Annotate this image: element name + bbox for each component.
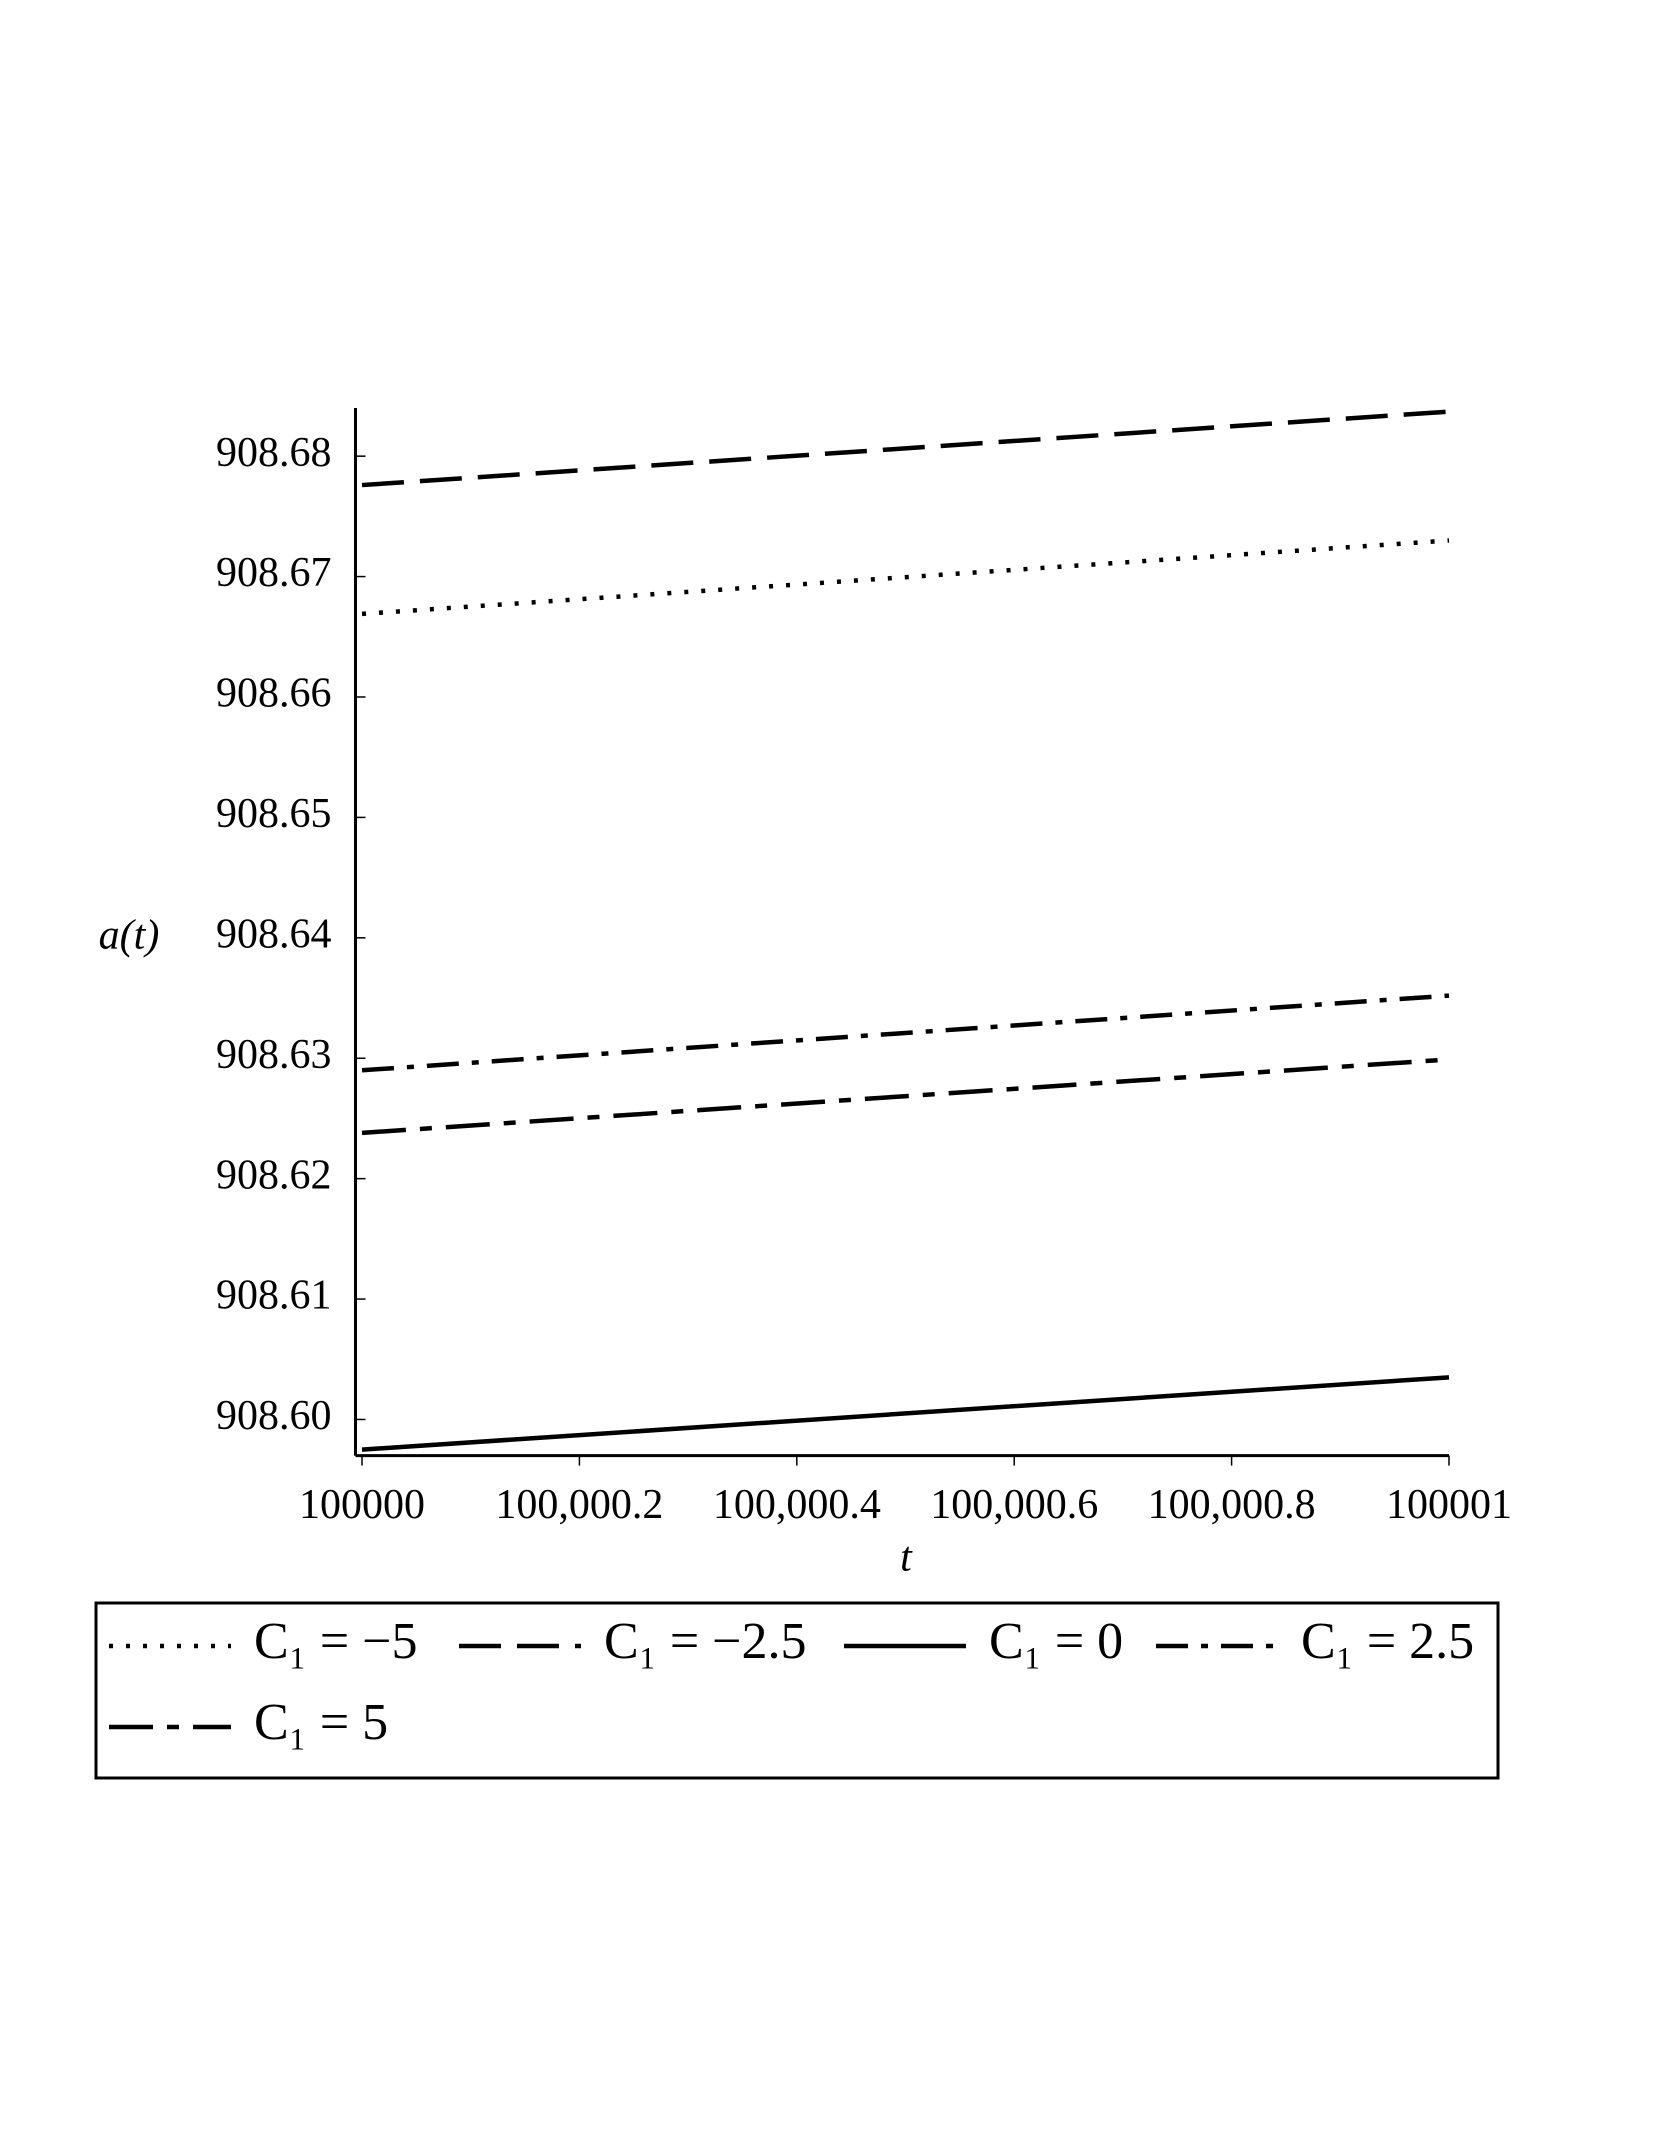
x-tick-label: 100001 [1386,1482,1512,1528]
legend-label: C₁ = 5 [254,1694,388,1751]
x-tick-label: 100000 [299,1482,425,1528]
legend-label: C₁ = 0 [989,1613,1123,1670]
x-tick-label: 100,000.4 [713,1482,881,1528]
y-tick-label: 908.67 [216,550,332,596]
y-tick-label: 908.62 [216,1152,332,1198]
x-tick-label: 100,000.8 [1148,1482,1316,1528]
y-tick-label: 908.68 [216,430,332,476]
series-line [361,993,1450,1073]
y-tick-label: 908.65 [216,791,332,837]
x-tick-label: 100,000.6 [930,1482,1098,1528]
x-tick-label: 100,000.2 [495,1482,663,1528]
legend-label: C₁ = 2.5 [1301,1613,1474,1670]
y-tick-label: 908.66 [216,671,332,717]
series-line [361,1375,1450,1452]
series-line [361,538,1450,617]
y-tick-label: 908.60 [216,1393,332,1439]
y-tick-label: 908.64 [216,911,332,957]
y-axis-label: a(t) [99,913,160,959]
legend-label: C₁ = −2.5 [604,1613,806,1670]
y-tick-label: 908.61 [216,1273,332,1319]
y-tick-label: 908.63 [216,1032,332,1078]
series-line [361,409,1450,488]
legend-label: C₁ = −5 [254,1613,417,1670]
legend-box [94,1601,1500,1780]
x-axis-label: t [900,1535,913,1581]
series-line [361,1057,1450,1136]
